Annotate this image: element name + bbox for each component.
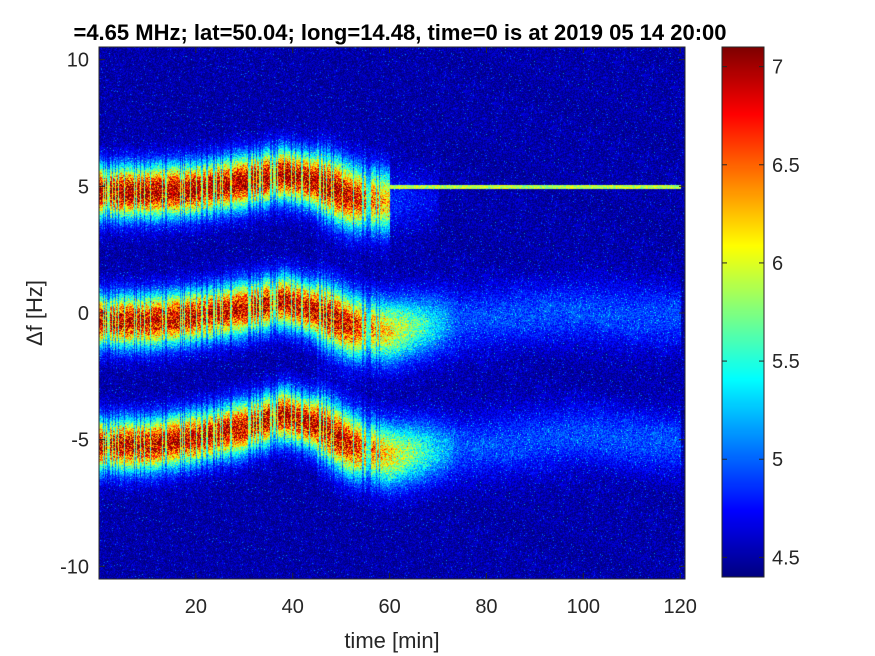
colorbar-frame [721, 46, 765, 578]
x-tick-label: 100 [567, 596, 600, 618]
x-tick-label: 60 [378, 596, 400, 618]
x-tick-label: 40 [282, 596, 304, 618]
y-tick-label: 5 [78, 176, 89, 198]
y-tick-label: -5 [71, 430, 89, 452]
colorbar-ticks: 7 6.5 6 5.5 5 4.5 [722, 57, 800, 569]
colorbar-tick-label: 7 [772, 57, 783, 79]
y-tick-label: -10 [60, 556, 89, 578]
colorbar-tick-label: 6.5 [772, 155, 800, 177]
chart-title: =4.65 MHz; lat=50.04; long=14.48, time=0… [73, 20, 726, 45]
colorbar-tick-label: 6 [772, 253, 783, 275]
colorbar-canvas [722, 47, 764, 577]
x-axis-ticks: 20 40 60 80 100 120 [185, 47, 697, 618]
colorbar-tick-label: 5.5 [772, 351, 800, 373]
colorbar-tick-label: 4.5 [772, 547, 800, 569]
colorbar: 7 6.5 6 5.5 5 4.5 [721, 46, 800, 578]
y-tick-label: 0 [78, 303, 89, 325]
y-axis-ticks: 10 5 0 -5 -10 [60, 50, 685, 578]
heatmap-plot [99, 47, 685, 579]
x-tick-label: 80 [475, 596, 497, 618]
x-tick-label: 20 [185, 596, 207, 618]
heatmap-canvas [99, 47, 685, 579]
x-tick-label: 120 [663, 596, 696, 618]
y-tick-label: 10 [67, 50, 89, 72]
y-axis-label: Δf [Hz] [22, 280, 47, 346]
colorbar-tick-label: 5 [772, 449, 783, 471]
x-axis-label: time [min] [344, 628, 439, 653]
